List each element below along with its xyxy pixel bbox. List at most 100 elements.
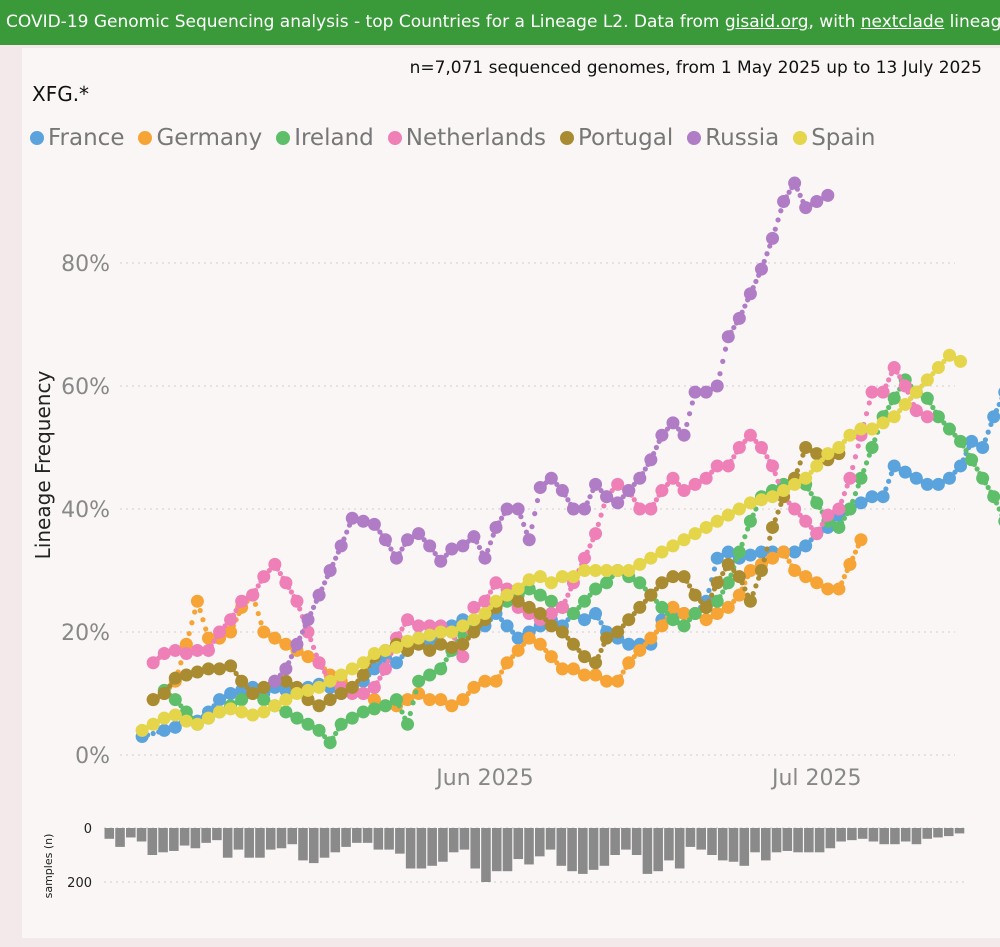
legend-item-portugal[interactable]: Portugal — [559, 125, 673, 151]
sample-bar[interactable] — [491, 828, 502, 872]
point-ireland[interactable] — [843, 502, 857, 516]
sample-bar[interactable] — [890, 828, 900, 845]
point-ireland[interactable] — [865, 441, 879, 454]
sample-bar[interactable] — [255, 828, 265, 858]
point-germany[interactable] — [600, 674, 614, 688]
point-russia[interactable] — [732, 311, 746, 325]
point-russia[interactable] — [566, 502, 580, 516]
sample-bar[interactable] — [448, 828, 459, 853]
point-netherlands[interactable] — [865, 385, 879, 399]
sample-bar[interactable] — [535, 828, 545, 857]
sample-bar[interactable] — [126, 828, 136, 838]
series-russia[interactable] — [268, 176, 835, 688]
point-germany[interactable] — [179, 637, 193, 651]
sample-bar[interactable] — [308, 828, 319, 864]
sample-bar[interactable] — [556, 828, 567, 866]
series-spain[interactable] — [135, 348, 968, 737]
point-russia[interactable] — [677, 428, 691, 442]
point-russia[interactable] — [301, 613, 315, 627]
sample-bar[interactable] — [287, 828, 298, 845]
point-netherlands[interactable] — [898, 379, 912, 393]
sample-bar[interactable] — [879, 828, 889, 845]
sample-bar[interactable] — [599, 828, 610, 866]
point-spain[interactable] — [434, 625, 448, 639]
point-germany[interactable] — [578, 668, 592, 682]
point-portugal[interactable] — [589, 656, 603, 670]
point-ireland[interactable] — [743, 514, 757, 528]
point-portugal[interactable] — [754, 564, 768, 577]
point-netherlands[interactable] — [190, 643, 204, 657]
point-ireland[interactable] — [389, 693, 403, 707]
point-france[interactable] — [987, 410, 1000, 424]
sample-bar[interactable] — [298, 828, 308, 861]
sample-bar[interactable] — [158, 828, 168, 853]
point-netherlands[interactable] — [710, 459, 724, 473]
sample-bar[interactable] — [567, 828, 577, 872]
sample-bar[interactable] — [244, 828, 254, 858]
sample-bar[interactable] — [857, 828, 868, 839]
point-russia[interactable] — [754, 262, 768, 276]
point-france[interactable] — [622, 637, 636, 651]
point-france[interactable] — [279, 683, 293, 697]
point-spain[interactable] — [611, 564, 625, 577]
sample-bar[interactable] — [728, 828, 739, 862]
sample-bar[interactable] — [696, 828, 706, 850]
point-netherlands[interactable] — [920, 410, 934, 424]
point-russia[interactable] — [688, 385, 702, 399]
legend-item-spain[interactable]: Spain — [793, 125, 875, 151]
point-germany[interactable] — [843, 557, 857, 571]
sample-bar[interactable] — [459, 828, 470, 850]
sample-bar[interactable] — [814, 828, 825, 853]
point-russia[interactable] — [743, 287, 757, 301]
point-germany[interactable] — [555, 662, 569, 676]
point-netherlands[interactable] — [290, 594, 304, 608]
point-germany[interactable] — [423, 693, 437, 707]
sample-bar[interactable] — [481, 828, 491, 882]
sample-bar[interactable] — [664, 828, 674, 861]
point-russia[interactable] — [290, 637, 304, 651]
point-france[interactable] — [920, 477, 934, 491]
point-russia[interactable] — [312, 588, 326, 602]
sample-bar[interactable] — [674, 828, 685, 869]
sample-bar[interactable] — [276, 828, 287, 849]
point-france[interactable] — [976, 441, 990, 454]
point-spain[interactable] — [854, 422, 868, 436]
point-netherlands[interactable] — [832, 502, 846, 516]
sample-bar[interactable] — [222, 828, 233, 858]
sample-bar[interactable] — [319, 828, 330, 858]
point-netherlands[interactable] — [555, 600, 569, 614]
point-russia[interactable] — [578, 502, 592, 516]
sample-bar[interactable] — [588, 828, 599, 870]
point-portugal[interactable] — [743, 594, 757, 608]
point-russia[interactable] — [644, 453, 658, 467]
point-germany[interactable] — [832, 582, 846, 596]
point-netherlands[interactable] — [456, 650, 470, 664]
point-germany[interactable] — [478, 674, 492, 688]
sample-bar[interactable] — [147, 828, 158, 855]
sample-bar[interactable] — [933, 828, 943, 838]
sample-bar[interactable] — [610, 828, 620, 855]
sample-bar[interactable] — [825, 828, 836, 849]
point-netherlands[interactable] — [378, 662, 392, 676]
point-germany[interactable] — [190, 594, 204, 608]
point-ireland[interactable] — [987, 490, 1000, 504]
point-ireland[interactable] — [854, 471, 868, 485]
point-netherlands[interactable] — [766, 459, 780, 473]
sample-bar[interactable] — [341, 828, 351, 847]
sample-bar[interactable] — [804, 828, 814, 853]
point-spain[interactable] — [954, 354, 968, 368]
gisaid-link[interactable]: gisaid.org — [724, 12, 809, 32]
point-portugal[interactable] — [732, 570, 746, 584]
point-russia[interactable] — [766, 231, 780, 245]
point-spain[interactable] — [600, 564, 614, 577]
legend-item-netherlands[interactable]: Netherlands — [387, 125, 546, 151]
legend-item-russia[interactable]: Russia — [687, 125, 779, 151]
sample-bar[interactable] — [653, 828, 663, 872]
point-spain[interactable] — [555, 570, 569, 584]
sample-bar[interactable] — [362, 828, 373, 843]
point-russia[interactable] — [478, 551, 492, 565]
point-portugal[interactable] — [201, 662, 215, 676]
point-france[interactable] — [865, 490, 879, 504]
series-portugal[interactable] — [146, 441, 846, 713]
point-portugal[interactable] — [666, 570, 680, 584]
